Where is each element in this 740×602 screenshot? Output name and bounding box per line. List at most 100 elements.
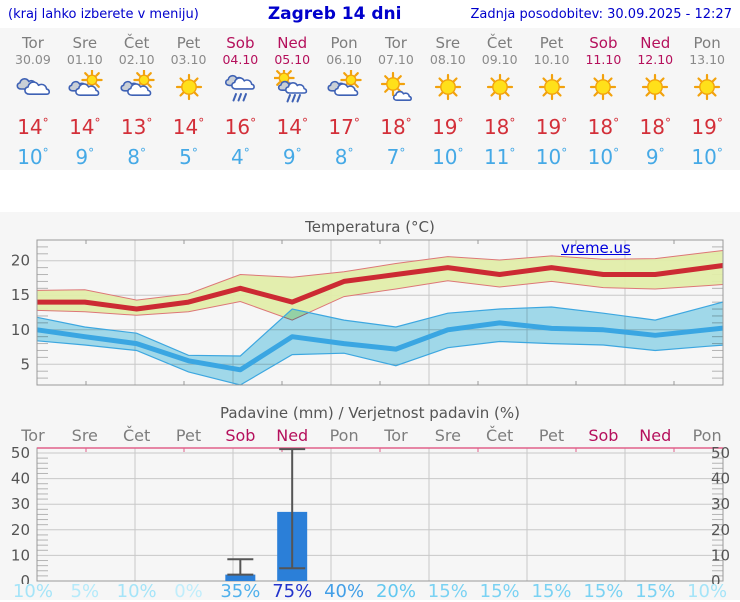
day-name: Sob <box>226 34 255 52</box>
forecast-day: Sob 11.10 18° 10° <box>577 28 629 170</box>
precip-day-label: Tor <box>21 426 45 445</box>
day-name: Tor <box>384 34 407 52</box>
temp-min: 9° <box>282 145 302 169</box>
precip-probability: 75% <box>272 581 313 602</box>
precip-probability: 40% <box>324 581 365 602</box>
temp-min: 5° <box>179 145 198 169</box>
temp-max: 18° <box>483 115 516 139</box>
weather-icon-sun-rain <box>266 70 318 108</box>
forecast-day: Pet 03.10 14° 5° <box>163 28 215 170</box>
weather-icon-sunny <box>681 70 733 108</box>
weather-icon-sunny <box>526 70 578 108</box>
precip-probability: 15% <box>479 581 520 602</box>
forecast-strip: Tor 30.09 14° 10° Sre 01.10 14° 9° Čet 02.10 13° 8°… <box>0 28 740 170</box>
weather-icon-sunny <box>422 70 474 108</box>
day-name: Pon <box>330 34 358 52</box>
precip-probability: 10% <box>12 581 53 602</box>
day-name: Čet <box>486 34 513 52</box>
temp-min: 7° <box>386 145 406 169</box>
day-name: Ned <box>640 34 671 52</box>
temp-max: 16° <box>224 115 257 139</box>
temp-min: 4° <box>231 145 250 169</box>
weather-icon-partly-sunny <box>318 70 370 108</box>
svg-text:40: 40 <box>11 470 30 488</box>
precipitation-chart: 0 0 10 10 20 20 30 30 40 40 50 50 <box>11 446 730 584</box>
temperature-chart-title: Temperatura (°C) <box>305 218 435 236</box>
day-date: 11.10 <box>585 52 622 67</box>
day-date: 06.10 <box>326 52 362 67</box>
spacer <box>0 170 740 212</box>
temp-min: 10° <box>17 145 49 169</box>
day-name: Pet <box>539 34 564 52</box>
precip-probability: 35% <box>220 581 261 602</box>
precip-day-label: Pon <box>329 426 359 445</box>
day-name: Sre <box>72 34 98 52</box>
svg-text:20: 20 <box>11 252 30 270</box>
page-title: Zagreb 14 dni <box>267 4 402 24</box>
vreme-watermark-link[interactable]: vreme.us <box>561 239 631 257</box>
last-update-text: Zadnja posodobitev: 30.09.2025 - 12:27 <box>470 6 732 22</box>
temp-max: 14° <box>17 115 49 139</box>
precip-day-label: Ned <box>276 426 309 445</box>
precip-probability: 15% <box>583 581 624 602</box>
precip-day-label: Sob <box>588 426 619 445</box>
precip-probability: 15% <box>427 581 468 602</box>
day-date: 01.10 <box>66 52 103 67</box>
weather-icon-partly-sunny <box>111 70 163 108</box>
day-name: Tor <box>21 34 44 52</box>
weather-icon-sunny <box>474 70 526 108</box>
svg-text:40: 40 <box>711 470 730 488</box>
svg-text:20: 20 <box>11 521 30 539</box>
temp-max: 14° <box>172 115 205 139</box>
temp-max: 14° <box>276 115 308 139</box>
day-date: 09.10 <box>481 52 518 67</box>
temp-max: 19° <box>691 115 723 139</box>
temp-min: 10° <box>535 145 568 169</box>
weather-icon-rain <box>214 70 266 108</box>
day-date: 07.10 <box>378 52 414 67</box>
temp-max: 14° <box>69 115 101 139</box>
day-name: Sre <box>435 34 461 52</box>
weather-icon-sunny <box>163 70 215 108</box>
forecast-day: Pet 10.10 19° 10° <box>526 28 578 170</box>
precip-day-label: Ned <box>639 426 672 445</box>
temp-max: 17° <box>328 115 360 139</box>
temp-min: 10° <box>587 145 620 169</box>
day-date: 12.10 <box>637 52 674 67</box>
page-header: (kraj lahko izberete v meniju) Zagreb 14… <box>0 0 740 28</box>
forecast-day: Ned 12.10 18° 9° <box>629 28 681 170</box>
svg-text:10: 10 <box>711 546 730 564</box>
forecast-day: Sob 04.10 16° 4° <box>214 28 266 170</box>
temp-max: 18° <box>380 115 412 139</box>
forecast-day: Pon 13.10 19° 10° <box>681 28 733 170</box>
forecast-day: Čet 02.10 13° 8° <box>111 28 163 170</box>
precip-probability: 0% <box>174 581 203 602</box>
temp-min: 8° <box>127 145 147 169</box>
day-date: 03.10 <box>170 52 207 67</box>
temp-min: 10° <box>432 145 464 169</box>
forecast-day: Čet 09.10 18° 11° <box>474 28 526 170</box>
location-menu-hint: (kraj lahko izberete v meniju) <box>8 6 199 22</box>
day-name: Pet <box>176 34 201 52</box>
temp-max: 18° <box>639 115 671 139</box>
svg-text:30: 30 <box>11 495 30 513</box>
day-date: 10.10 <box>533 52 570 67</box>
precipitation-chart-title: Padavine (mm) / Verjetnost padavin (%) <box>220 404 520 422</box>
day-date: 04.10 <box>222 52 259 67</box>
svg-text:50: 50 <box>711 446 730 462</box>
svg-text:15: 15 <box>11 286 30 304</box>
charts-panel: Temperatura (°C) 5 10 15 20 Padavine (mm) /… <box>0 212 740 602</box>
weather-icon-mostly-sunny <box>370 70 422 108</box>
temp-min: 11° <box>483 145 516 169</box>
forecast-day: Pon 06.10 17° 8° <box>318 28 370 170</box>
weather-icon-partly-sunny <box>59 70 111 108</box>
precip-day-label: Pet <box>175 426 202 445</box>
day-name: Sob <box>589 34 618 52</box>
temp-max: 18° <box>587 115 620 139</box>
temp-min: 9° <box>645 145 665 169</box>
svg-text:50: 50 <box>11 446 30 462</box>
day-date: 05.10 <box>274 52 311 67</box>
weather-icon-cloudy <box>7 70 59 108</box>
precip-day-label: Sob <box>225 426 256 445</box>
